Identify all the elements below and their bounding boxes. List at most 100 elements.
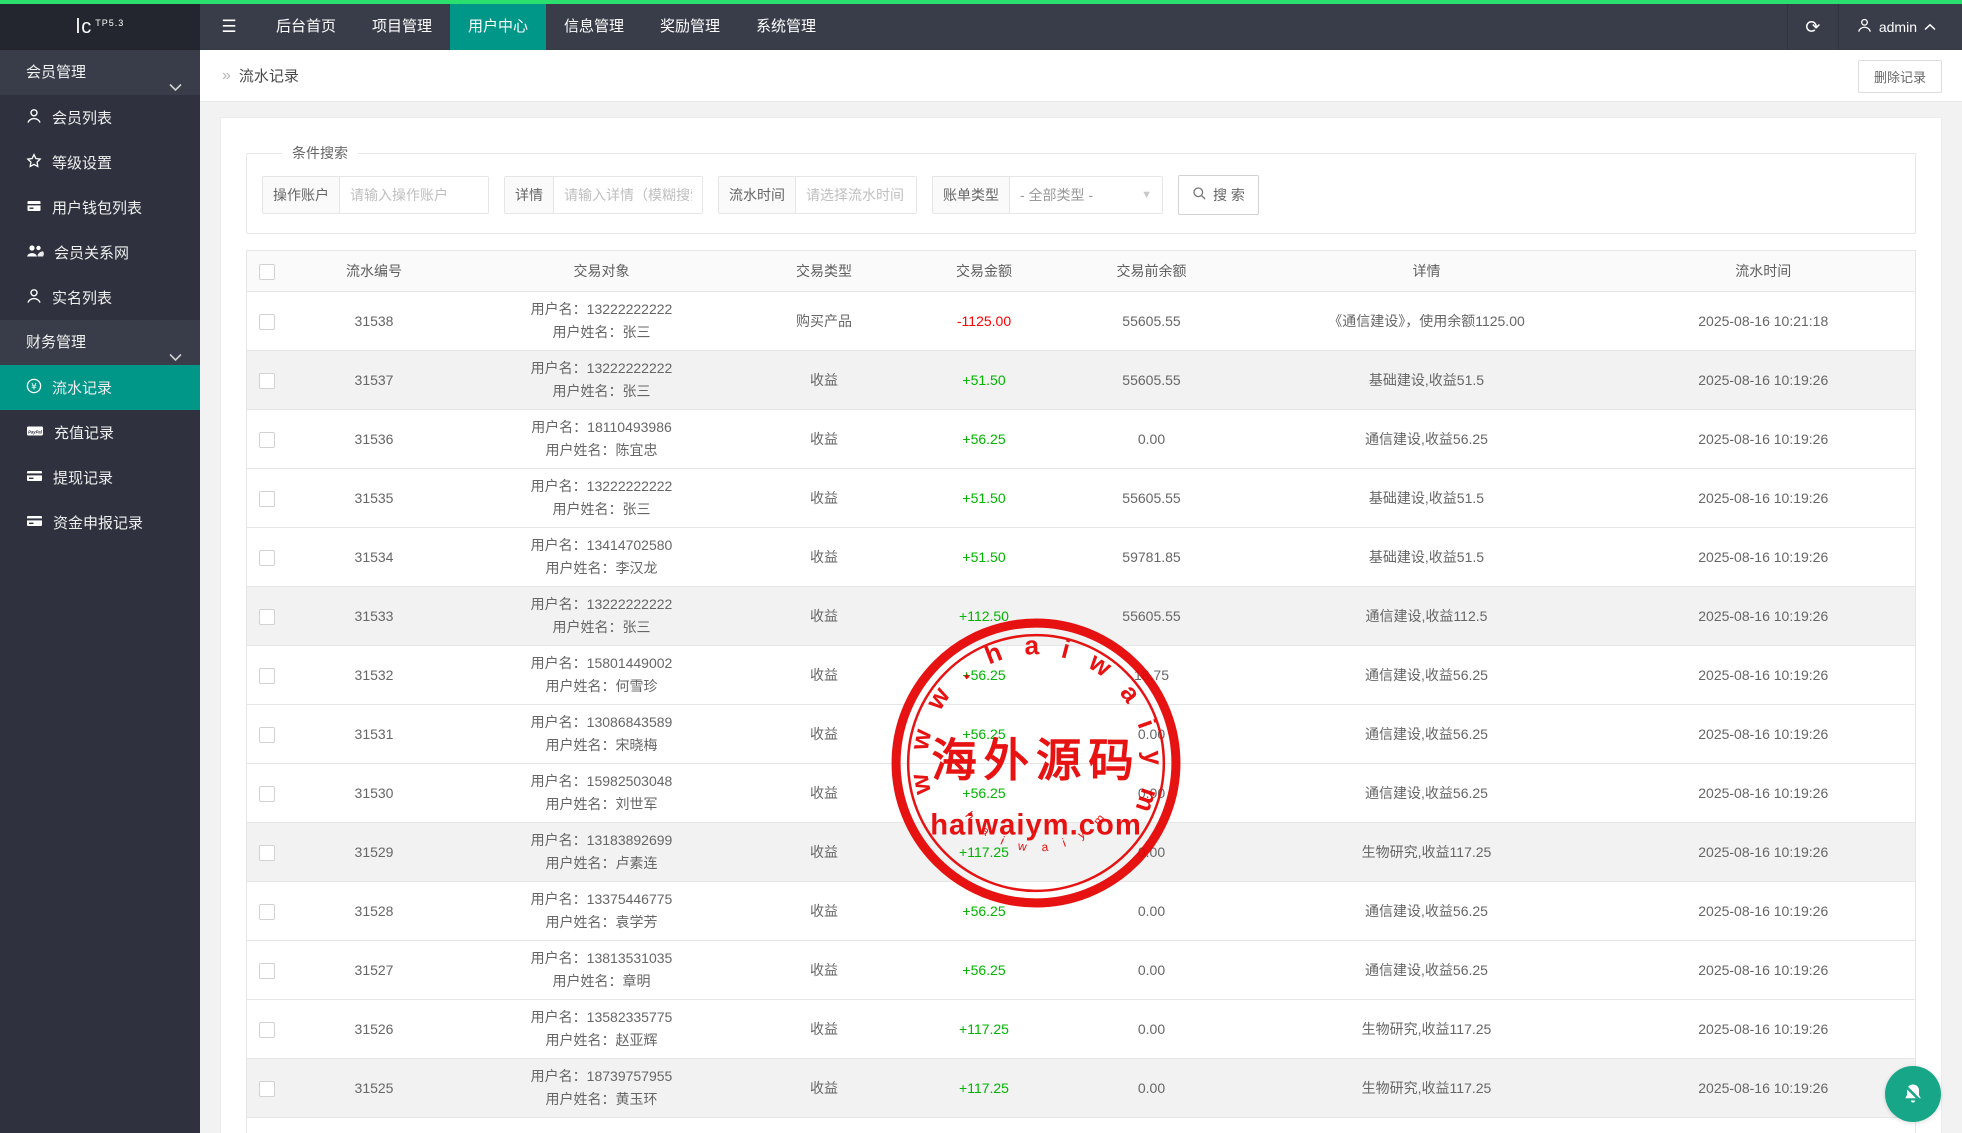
trade-amount-cell: +56.25 — [906, 763, 1062, 823]
trade-amount-cell: +56.25 — [906, 1117, 1062, 1133]
tab-user-center[interactable]: 用户中心 — [450, 4, 546, 50]
flow-id-cell: 31535 — [286, 468, 462, 528]
main-area: » 流水记录 删除记录 条件搜索 操作账户 详情 流水时间 账 — [200, 50, 1962, 1133]
sidebar-item-member-list[interactable]: 会员列表 — [0, 95, 200, 140]
header-spacer — [834, 4, 1787, 50]
menu-toggle-icon[interactable]: ☰ — [221, 17, 237, 36]
flow-time-cell: 2025-08-16 10:19:26 — [1611, 822, 1916, 882]
flow-id-cell: 31531 — [286, 704, 462, 764]
detail-cell: 通信建设,收益56.25 — [1241, 940, 1612, 1000]
delete-records-button[interactable]: 删除记录 — [1857, 60, 1942, 93]
trade-type-cell: 收益 — [741, 999, 907, 1059]
detail-input[interactable] — [554, 177, 702, 213]
trade-target-cell: 用户名：13845770454 — [461, 1117, 742, 1133]
flow-id-cell: 31537 — [286, 350, 462, 410]
trade-amount-cell: +51.50 — [906, 527, 1062, 587]
detail-cell: 通信建设,收益56.25 — [1241, 881, 1612, 941]
flow-time-cell: 2025-08-16 10:19:26 — [1611, 409, 1916, 469]
row-checkbox[interactable] — [258, 667, 275, 684]
row-checkbox[interactable] — [258, 785, 275, 802]
trade-type-cell: 收益 — [741, 822, 907, 882]
sidebar-item-fund-declare-records[interactable]: 资金申报记录 — [0, 500, 200, 545]
sidebar-item-relations[interactable]: 会员关系网 — [0, 230, 200, 275]
trade-type-cell: 收益 — [741, 704, 907, 764]
mute-notifications-button[interactable] — [1885, 1066, 1941, 1122]
row-checkbox[interactable] — [258, 313, 275, 330]
sidebar-item-flow-records[interactable]: ¥ 流水记录 — [0, 365, 200, 410]
trade-type-cell: 购买产品 — [741, 291, 907, 351]
account-input[interactable] — [340, 177, 488, 213]
row-checkbox[interactable] — [258, 726, 275, 743]
sidebar-item-withdraw-records[interactable]: 提现记录 — [0, 455, 200, 500]
row-checkbox[interactable] — [258, 431, 275, 448]
account-label: 操作账户 — [263, 177, 340, 213]
detail-cell: 通信建设,收益56.25 — [1241, 704, 1612, 764]
row-checkbox[interactable] — [258, 844, 275, 861]
row-checkbox[interactable] — [258, 1080, 275, 1097]
detail-field-group: 详情 — [504, 176, 703, 214]
sidebar-item-level-settings[interactable]: 等级设置 — [0, 140, 200, 185]
col-flow-time: 流水时间 — [1611, 250, 1916, 292]
trade-target-cell: 用户名：13086843589 用户姓名：宋晓梅 — [461, 704, 742, 764]
table-row: 31532 用户名：15801449002 用户姓名：何雪珍 收益 +56.25… — [246, 645, 1916, 705]
account-field-group: 操作账户 — [262, 176, 489, 214]
type-field-group: 账单类型 - 全部类型 - ▼ — [932, 176, 1163, 214]
trade-target-cell: 用户名：13813531035 用户姓名：章明 — [461, 940, 742, 1000]
table-row: 31525 用户名：18739757955 用户姓名：黄玉环 收益 +117.2… — [246, 1058, 1916, 1118]
detail-cell: 基础建设,收益51.5 — [1241, 468, 1612, 528]
row-checkbox[interactable] — [258, 549, 275, 566]
table-header-row: 流水编号 交易对象 交易类型 交易金额 交易前余额 详情 流水时间 — [246, 250, 1916, 292]
search-button[interactable]: 搜 索 — [1178, 175, 1259, 215]
time-input[interactable] — [796, 177, 916, 213]
user-menu[interactable]: admin — [1839, 4, 1962, 50]
row-checkbox[interactable] — [258, 903, 275, 920]
sidebar-item-label: 实名列表 — [52, 290, 113, 307]
tab-rewards[interactable]: 奖励管理 — [659, 18, 720, 35]
row-checkbox[interactable] — [258, 962, 275, 979]
type-select[interactable]: - 全部类型 - ▼ — [1010, 177, 1162, 213]
flow-time-cell: 2025-08-16 10:19:26 — [1611, 940, 1916, 1000]
trade-amount-cell: +117.25 — [906, 822, 1062, 882]
sidebar-item-label: 充值记录 — [54, 425, 115, 442]
sidebar-item-wallet-list[interactable]: 用户钱包列表 — [0, 185, 200, 230]
row-checkbox[interactable] — [258, 372, 275, 389]
trade-target-cell: 用户名：13375446775 用户姓名：袁学芳 — [461, 881, 742, 941]
sidebar-item-label: 会员关系网 — [54, 245, 130, 262]
detail-cell: 通信建设,收益56.25 — [1241, 409, 1612, 469]
sidebar-item-label: 会员列表 — [52, 110, 113, 127]
tab-system[interactable]: 系统管理 — [755, 18, 816, 35]
row-checkbox[interactable] — [258, 608, 275, 625]
trade-target-cell: 用户名：13222222222 用户姓名：张三 — [461, 291, 742, 351]
tab-projects[interactable]: 项目管理 — [371, 18, 432, 35]
sidebar-item-recharge-records[interactable]: PayPal 充值记录 — [0, 410, 200, 455]
balance-before-cell: 55605.55 — [1061, 468, 1242, 528]
flow-records-table: 流水编号 交易对象 交易类型 交易金额 交易前余额 详情 流水时间 31538 … — [246, 250, 1916, 1133]
flow-time-cell: 2025-08-16 10:19:26 — [1611, 881, 1916, 941]
star-icon — [26, 152, 42, 173]
balance-before-cell: 0.00 — [1061, 763, 1242, 823]
table-row: 31530 用户名：15982503048 用户姓名：刘世军 收益 +56.25… — [246, 763, 1916, 823]
detail-cell: 基础建设,收益51.5 — [1241, 527, 1612, 587]
sidebar-item-realname-list[interactable]: 实名列表 — [0, 275, 200, 320]
select-all-checkbox[interactable] — [258, 263, 275, 280]
search-row: 操作账户 详情 流水时间 账单类型 - 全部类型 - ▼ — [262, 175, 1900, 215]
flow-id-cell: 31532 — [286, 645, 462, 705]
flow-id-cell: 31526 — [286, 999, 462, 1059]
flow-time-cell: 2025-08-16 10:19:26 — [1611, 350, 1916, 410]
table-row: 31535 用户名：13222222222 用户姓名：张三 收益 +51.50 … — [246, 468, 1916, 528]
tab-home[interactable]: 后台首页 — [275, 18, 336, 35]
row-checkbox[interactable] — [258, 490, 275, 507]
detail-label: 详情 — [505, 177, 554, 213]
trade-type-cell: 收益 — [741, 409, 907, 469]
refresh-icon[interactable]: ⟳ — [1786, 4, 1839, 50]
row-checkbox[interactable] — [258, 1021, 275, 1038]
flow-id-cell: 31536 — [286, 409, 462, 469]
balance-before-cell: 0.00 — [1061, 1058, 1242, 1118]
sidebar-group-members[interactable]: 会员管理 — [0, 50, 200, 95]
sidebar-group-finance[interactable]: 财务管理 — [0, 320, 200, 365]
balance-before-cell: 55605.55 — [1061, 586, 1242, 646]
balance-before-cell: 0.00 — [1061, 1117, 1242, 1133]
flow-time-cell: 2025-08-16 10:19:26 — [1611, 704, 1916, 764]
tab-info[interactable]: 信息管理 — [563, 18, 624, 35]
trade-amount-cell: +56.25 — [906, 409, 1062, 469]
